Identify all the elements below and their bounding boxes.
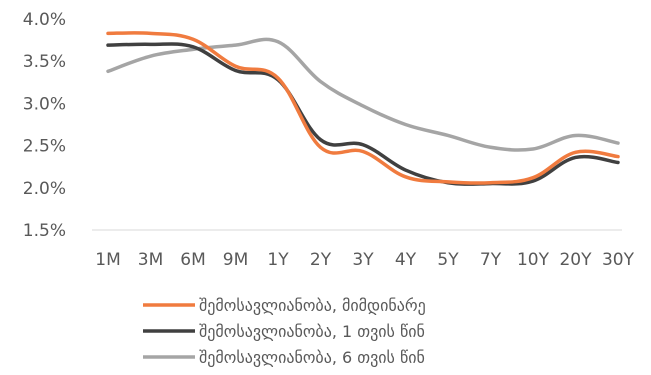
x-tick-label: 30Y: [602, 250, 635, 270]
legend-item: შემოსავლიანობა, მიმდინარე: [143, 296, 426, 315]
legend-label: შემოსავლიანობა, 6 თვის წინ: [199, 348, 425, 367]
series-line-2: [106, 42, 620, 186]
series-line-1: [106, 31, 620, 185]
x-tick-label: 3M: [138, 250, 163, 270]
y-tick-label: 2.5%: [23, 137, 66, 157]
x-tick-label: 1Y: [267, 250, 289, 270]
x-tick-label: 3Y: [352, 250, 374, 270]
legend-label: შემოსავლიანობა, 1 თვის წინ: [199, 322, 425, 341]
legend: შემოსავლიანობა, მიმდინარე შემოსავლიანობა,…: [143, 296, 426, 367]
legend-item: შემოსავლიანობა, 6 თვის წინ: [143, 348, 425, 367]
y-tick-label: 3.5%: [23, 52, 66, 72]
series-group: [106, 31, 620, 186]
x-tick-label: 9M: [223, 250, 248, 270]
x-tick-label: 2Y: [310, 250, 332, 270]
y-tick-label: 1.5%: [23, 221, 66, 241]
x-tick-label: 6M: [180, 250, 205, 270]
y-tick-label: 3.0%: [23, 94, 66, 114]
legend-label: შემოსავლიანობა, მიმდინარე: [199, 296, 426, 315]
x-axis: 1M 3M 6M 9M 1Y 2Y 3Y 4Y 5Y 7Y 10Y 20Y 30Y: [92, 229, 635, 270]
x-tick-label: 10Y: [517, 250, 550, 270]
y-tick-label: 4.0%: [23, 10, 66, 30]
x-tick-label: 4Y: [395, 250, 417, 270]
x-tick-label: 5Y: [437, 250, 459, 270]
x-tick-label: 1M: [95, 250, 120, 270]
y-tick-label: 2.0%: [23, 179, 66, 199]
x-tick-label: 20Y: [559, 250, 592, 270]
series-line-3: [106, 37, 620, 152]
legend-item: შემოსავლიანობა, 1 თვის წინ: [143, 322, 425, 341]
x-tick-label: 7Y: [480, 250, 502, 270]
y-axis: 1.5% 2.0% 2.5% 3.0% 3.5% 4.0%: [23, 10, 66, 241]
